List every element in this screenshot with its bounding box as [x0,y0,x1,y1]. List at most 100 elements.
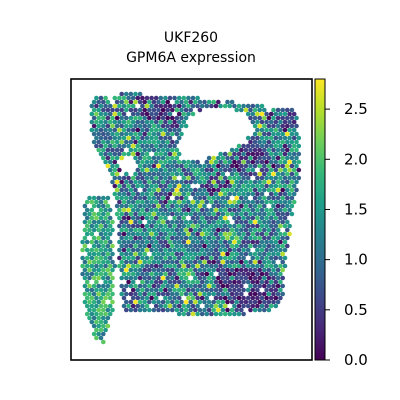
expression-spot [227,183,233,189]
expression-spot [262,259,267,265]
expression-spot [257,155,263,161]
expression-spot [82,211,88,217]
expression-spot [213,231,219,237]
expression-spot [275,235,281,241]
expression-spot [268,159,274,165]
expression-spot [107,111,113,117]
expression-spot [160,147,166,153]
expression-spot [193,99,198,105]
expression-spot [174,147,180,153]
expression-spot [172,279,177,285]
expression-spot [117,207,122,213]
expression-spot [181,239,187,245]
expression-spot [124,123,129,129]
expression-spot [137,163,143,169]
expression-spot [209,199,214,205]
expression-spot [119,275,124,281]
expression-spot [268,119,274,125]
expression-spot [266,275,272,281]
expression-spot [190,199,196,205]
expression-spot [262,163,267,169]
expression-spot [241,199,246,205]
expression-spot [294,139,299,145]
expression-spot [94,239,99,245]
expression-spot [199,255,205,261]
expression-spot [282,151,288,157]
expression-spot [278,287,283,293]
expression-spot [264,207,269,213]
expression-spot [273,159,279,165]
expression-spot [280,187,286,193]
expression-spot [218,263,223,269]
expression-spot [250,191,256,197]
expression-spot [130,287,136,293]
expression-spot [105,203,111,209]
expression-spot [280,203,286,209]
expression-spot [227,103,233,109]
expression-spot [137,195,143,201]
expression-spot [248,155,253,161]
expression-spot [84,199,90,205]
expression-spot [94,303,99,309]
expression-spot [89,287,95,293]
expression-spot [236,295,242,301]
expression-spot [135,95,141,101]
expression-spot [137,155,143,161]
expression-spot [82,267,88,273]
expression-spot [91,203,97,209]
expression-spot [105,307,111,313]
expression-spot [262,307,267,313]
expression-spot [174,139,180,145]
expression-spot [84,271,90,277]
expression-spot [282,119,288,125]
expression-spot [137,211,143,217]
expression-spot [84,231,90,237]
expression-spot [117,223,122,229]
expression-spot [268,303,274,309]
expression-spot [176,207,182,213]
expression-spot [266,163,272,169]
expression-spot [167,295,173,301]
expression-spot [151,299,157,305]
expression-spot [222,279,228,285]
expression-spot [275,203,281,209]
expression-spot [174,299,180,305]
expression-spot [216,99,221,105]
expression-spot [209,103,214,109]
expression-spot [259,207,265,213]
expression-spot [140,127,145,133]
expression-spot [84,215,90,221]
expression-spot [271,195,276,201]
expression-spot [128,91,134,97]
expression-spot [144,183,150,189]
expression-spot [289,171,295,177]
expression-spot [204,287,210,293]
expression-spot [160,131,166,137]
expression-spot [206,259,212,265]
expression-spot [264,151,269,157]
expression-spot [250,223,256,229]
expression-spot [91,323,97,329]
expression-spot [220,251,226,257]
expression-spot [252,171,258,177]
expression-spot [204,175,210,181]
expression-spot [160,267,166,273]
expression-spot [153,247,159,253]
expression-spot [121,143,127,149]
expression-spot [172,191,177,197]
expression-spot [179,291,184,297]
expression-spot [170,291,175,297]
expression-spot [289,179,295,185]
expression-spot [119,251,124,257]
expression-spot [287,127,292,133]
expression-spot [96,267,101,273]
expression-spot [103,215,108,221]
expression-spot [101,107,106,113]
expression-spot [176,303,182,309]
expression-spot [195,295,200,301]
expression-spot [227,295,233,301]
expression-spot [103,263,108,269]
expression-spot [174,179,180,185]
expression-spot [236,279,242,285]
expression-spot [160,219,166,225]
